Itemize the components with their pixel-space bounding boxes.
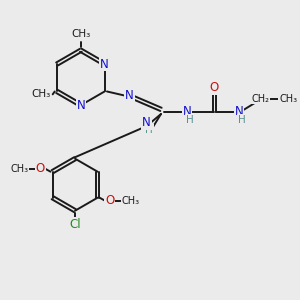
Text: N: N xyxy=(142,116,151,129)
Text: CH₃: CH₃ xyxy=(31,89,50,99)
Text: CH₃: CH₃ xyxy=(279,94,297,104)
Text: CH₂: CH₂ xyxy=(252,94,270,104)
Text: O: O xyxy=(36,162,45,175)
Text: N: N xyxy=(183,105,191,118)
Text: O: O xyxy=(105,194,114,207)
Text: H: H xyxy=(143,128,150,137)
Text: N: N xyxy=(142,118,151,131)
Text: O: O xyxy=(210,81,219,94)
Text: CH₃: CH₃ xyxy=(122,196,140,206)
Text: N: N xyxy=(125,89,134,102)
Text: N: N xyxy=(76,99,85,112)
Text: N: N xyxy=(100,58,109,70)
Text: CH₃: CH₃ xyxy=(71,29,91,39)
Text: H: H xyxy=(238,115,246,125)
Text: H: H xyxy=(186,115,194,125)
Text: H: H xyxy=(145,125,153,135)
Text: CH₃: CH₃ xyxy=(10,164,28,174)
Text: N: N xyxy=(235,105,243,118)
Text: Cl: Cl xyxy=(69,218,81,231)
